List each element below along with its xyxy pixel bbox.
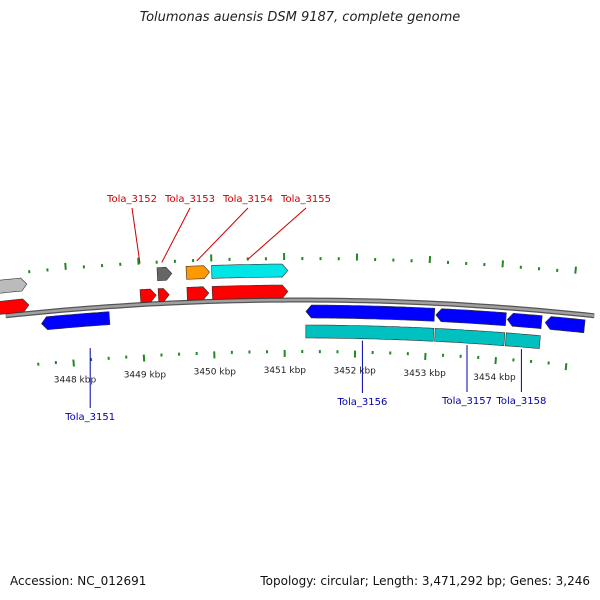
gene-label-forward: Tola_3152: [106, 194, 157, 205]
gene-label-leader: [196, 207, 249, 262]
gene-label-leader: [161, 207, 191, 263]
gene-arrow: [211, 284, 289, 300]
tick-major: [501, 260, 504, 268]
gene-arrow: [185, 265, 210, 280]
gene-arrow: [0, 277, 28, 294]
gene-label-reverse: Tola_3157: [441, 396, 492, 407]
gene-arrow: [435, 308, 507, 327]
gene-arrow: [305, 304, 436, 322]
backbone-arc: [5, 298, 595, 318]
tick-major: [64, 262, 67, 270]
kbp-label: 3450 kbp: [194, 367, 237, 377]
kbp-label: 3448 kbp: [54, 376, 97, 386]
kbp-label: 3452 kbp: [333, 367, 376, 377]
gene-arrow: [157, 288, 170, 302]
gene-arrow: [156, 266, 173, 282]
forward-strand-genes: [0, 263, 289, 315]
tick-major: [72, 359, 75, 367]
gene-arrow: [544, 316, 586, 334]
kbp-label: 3453 kbp: [403, 369, 446, 379]
gene-label-reverse: Tola_3156: [336, 397, 387, 408]
gene-arrow: [434, 328, 506, 347]
gene-arrow: [41, 311, 111, 330]
reverse-gene-labels: Tola_3151 Tola_3156 Tola_3157 Tola_3158: [64, 340, 546, 423]
forward-gene-labels: Tola_3152 Tola_3153 Tola_3154 Tola_3155: [106, 194, 331, 264]
gene-arrow: [211, 263, 289, 279]
gene-label-leader: [247, 207, 307, 260]
kbp-scale-labels: 3448 kbp 3449 kbp 3450 kbp 3451 kbp 3452 kbp…: [54, 366, 516, 386]
gene-arrow: [186, 286, 210, 301]
kbp-label: 3449 kbp: [124, 371, 167, 381]
gene-arrow: [504, 332, 541, 349]
tick-major: [564, 363, 568, 371]
page-title: Tolumonas auensis DSM 9187, complete gen…: [139, 10, 461, 25]
tick-major: [574, 266, 577, 274]
gene-label-reverse: Tola_3158: [495, 396, 546, 407]
gene-label-forward: Tola_3155: [280, 194, 331, 205]
gene-arrow: [305, 324, 435, 342]
gene-arrow: [506, 312, 543, 330]
accession-text: Accession: NC_012691: [10, 574, 147, 588]
gene-arrow: [139, 288, 157, 303]
tick-major: [494, 357, 497, 365]
inner-tick-ring: [37, 350, 568, 371]
gene-label-leader: [131, 207, 141, 264]
outer-tick-ring: [28, 253, 577, 274]
gene-arrow: [0, 298, 30, 315]
gene-label-forward: Tola_3154: [222, 194, 273, 205]
reverse-strand-genes: [41, 304, 586, 349]
gene-label-reverse: Tola_3151: [64, 412, 115, 423]
gene-label-forward: Tola_3153: [164, 194, 215, 205]
kbp-label: 3454 kbp: [473, 373, 516, 383]
kbp-label: 3451 kbp: [264, 366, 307, 376]
genome-backbone: [5, 297, 595, 319]
genome-stats-text: Topology: circular; Length: 3,471,292 bp…: [260, 574, 590, 588]
